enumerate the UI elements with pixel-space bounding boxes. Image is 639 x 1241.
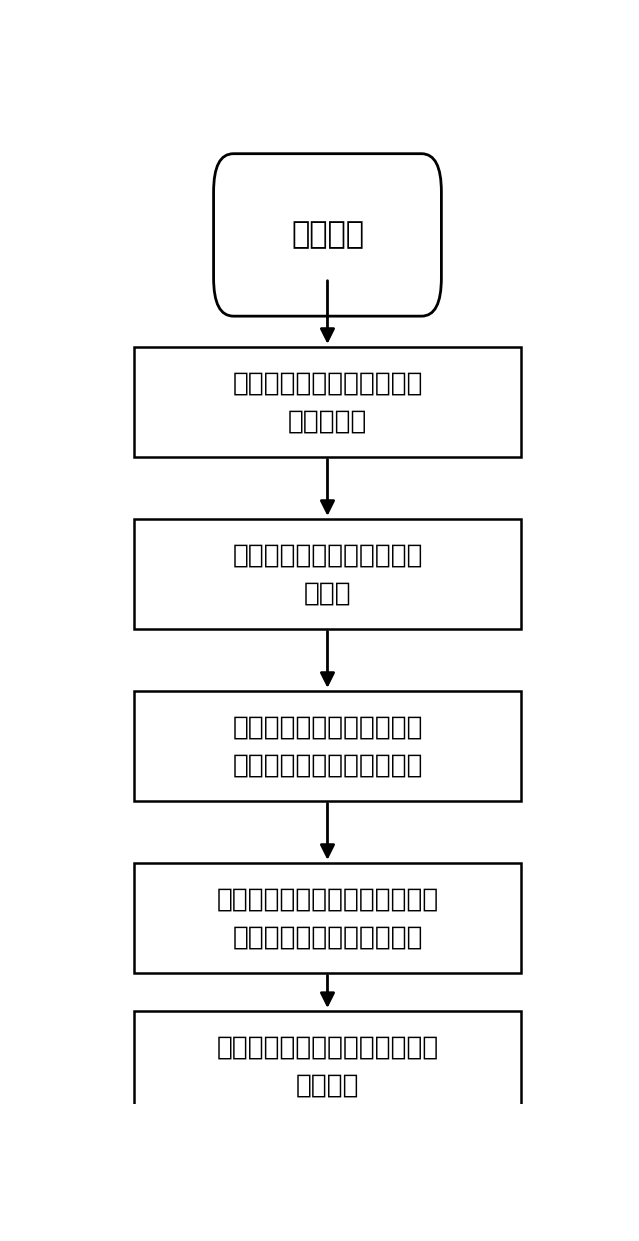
FancyBboxPatch shape <box>134 347 521 457</box>
FancyBboxPatch shape <box>134 864 521 973</box>
Text: 根据任务信息选择接收所需
的参数信息: 根据任务信息选择接收所需 的参数信息 <box>232 370 423 434</box>
Text: 根据任务信息选择接收所需
的链路: 根据任务信息选择接收所需 的链路 <box>232 542 423 606</box>
FancyBboxPatch shape <box>134 691 521 802</box>
Text: 下发参数信息至设备，调度设备
执行任务: 下发参数信息至设备，调度设备 执行任务 <box>217 1034 438 1098</box>
Text: 根据链路中所需的设备种类
从资源池中选择可用的设备: 根据链路中所需的设备种类 从资源池中选择可用的设备 <box>232 714 423 778</box>
FancyBboxPatch shape <box>134 519 521 629</box>
FancyBboxPatch shape <box>213 154 442 316</box>
Text: 调用设备各自的驱动将卫星参数
信息转为设备可执行的参数: 调用设备各自的驱动将卫星参数 信息转为设备可执行的参数 <box>217 886 438 951</box>
Text: 收到任务: 收到任务 <box>291 221 364 249</box>
FancyBboxPatch shape <box>134 1011 521 1121</box>
